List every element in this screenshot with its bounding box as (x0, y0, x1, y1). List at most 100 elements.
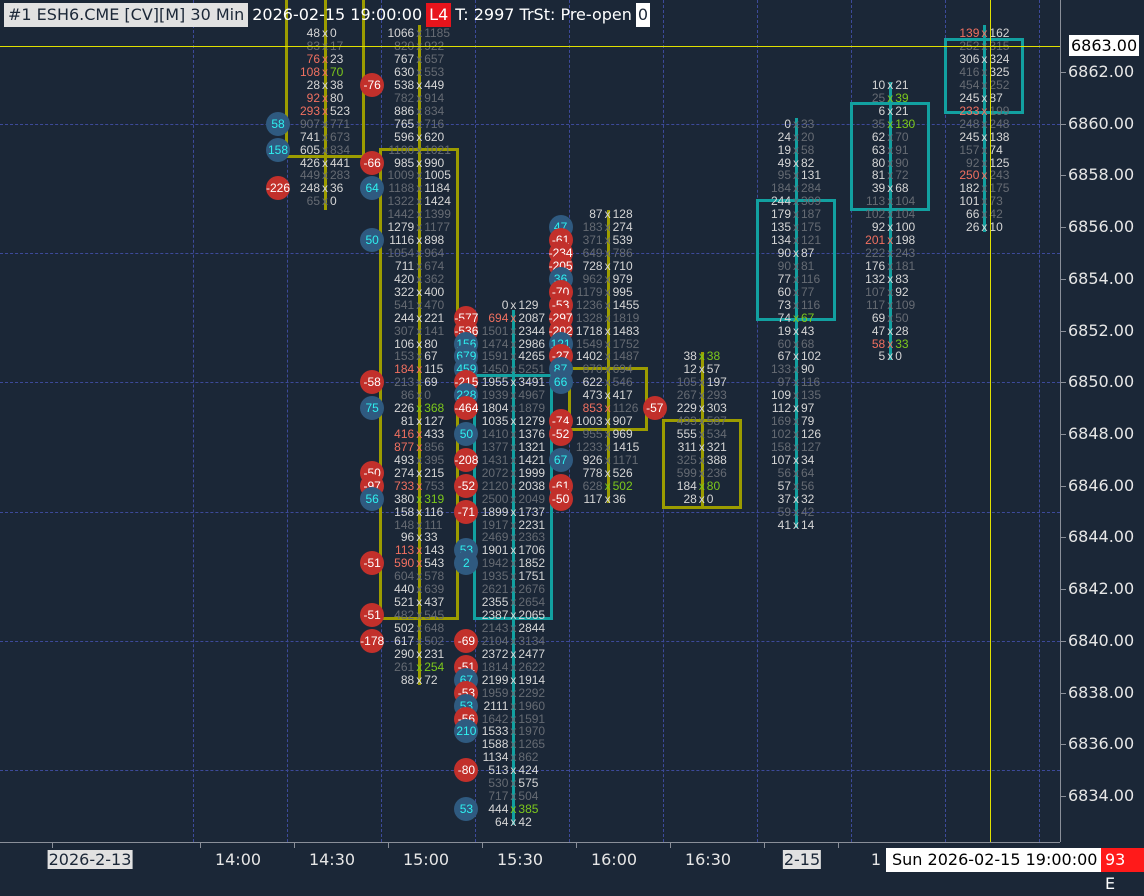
ask-volume: 104 (895, 194, 916, 209)
separator: x (793, 246, 799, 261)
bid-volume: 741 (299, 129, 320, 144)
delta-bubble[interactable]: -69 (454, 628, 479, 653)
delta-bubble[interactable]: -76 (360, 72, 385, 97)
delta-bubble[interactable]: 50 (454, 422, 479, 447)
ask-volume: 81 (801, 258, 815, 273)
separator: x (510, 478, 517, 493)
ask-volume: 2676 (518, 582, 546, 597)
ask-volume: 990 (424, 155, 445, 170)
delta-bubble[interactable]: -51 (360, 551, 385, 576)
ask-volume: 4967 (518, 388, 546, 403)
ask-volume: 319 (424, 491, 445, 506)
delta-bubble[interactable]: -58 (360, 370, 385, 395)
delta-bubble[interactable]: 58 (266, 111, 290, 136)
bid-volume: 426 (299, 155, 320, 170)
delta-bubble[interactable]: -178 (360, 628, 384, 653)
delta-bubble[interactable]: -66 (360, 150, 385, 175)
delta-bubble[interactable]: -51 (360, 603, 385, 628)
separator: x (416, 491, 423, 506)
separator: x (793, 349, 799, 364)
delta-bubble[interactable]: 67 (548, 447, 573, 472)
ask-volume: 33 (801, 116, 815, 131)
separator: x (510, 659, 517, 674)
header-counter: 0 (635, 3, 651, 27)
bid-volume: 1642 (481, 711, 509, 726)
candle-wick (700, 352, 704, 510)
footprint-chart[interactable]: 48x083x1776x23108x7028x3892x80293x523907… (0, 0, 1060, 842)
price-label: 6848.00 (1068, 424, 1135, 444)
delta-bubble[interactable]: -50 (548, 486, 573, 511)
separator: x (887, 349, 894, 364)
delta-bubble[interactable]: -71 (454, 499, 479, 524)
delta-bubble[interactable]: -464 (454, 396, 478, 421)
separator: x (887, 142, 894, 157)
ask-volume: 115 (424, 362, 444, 377)
delta-bubble[interactable]: 56 (360, 486, 385, 511)
delta-bubble[interactable]: 66 (548, 370, 573, 395)
bid-volume: 25 (871, 90, 886, 105)
separator: x (698, 401, 705, 416)
separator: x (416, 595, 423, 610)
candle-body (661, 419, 742, 510)
delta-value: -76 (363, 77, 381, 92)
ask-volume: 175 (989, 181, 1010, 196)
ask-volume: 254 (424, 659, 445, 674)
delta-bubble[interactable]: 75 (360, 396, 385, 421)
delta-bubble[interactable]: 2 (454, 551, 479, 576)
header-datetime: 2026-02-15 19:00:00 (252, 5, 423, 24)
separator: x (322, 142, 328, 157)
delta-value: 50 (459, 427, 474, 442)
ask-volume: 1415 (612, 439, 640, 454)
separator: x (887, 155, 894, 170)
bid-volume: 169 (770, 414, 791, 429)
grid-line-horizontal (0, 382, 1060, 384)
ask-volume: 175 (801, 220, 822, 235)
candle-wick (512, 309, 516, 826)
bid-volume: 24 (777, 129, 791, 144)
bid-volume: 877 (394, 439, 415, 454)
ask-volume: 1970 (518, 724, 546, 739)
bid-volume: 1533 (481, 724, 509, 739)
delta-bubble[interactable]: 50 (360, 228, 385, 253)
ask-volume: 2654 (518, 595, 546, 610)
delta-value: 56 (365, 491, 379, 506)
ask-volume: 400 (424, 284, 445, 299)
instrument-label[interactable]: #1 ESH6.CME [CV][M] 30 Min (4, 3, 249, 27)
bid-volume: 92 (966, 155, 980, 170)
delta-bubble[interactable]: -226 (266, 176, 290, 201)
delta-value: 66 (553, 375, 568, 390)
separator: x (416, 90, 423, 105)
delta-bubble[interactable]: -208 (454, 447, 478, 472)
delta-bubble[interactable]: 53 (454, 797, 479, 821)
bid-volume: 64 (495, 814, 509, 829)
separator: x (510, 336, 517, 351)
delta-bubble[interactable]: -57 (642, 396, 667, 421)
separator: x (510, 439, 517, 454)
delta-bubble[interactable]: 64 (360, 176, 385, 201)
delta-bubble[interactable]: -80 (454, 758, 479, 783)
separator: x (604, 323, 611, 338)
price-axis[interactable]: 6863.00 6862.00 6860.00 6858.00 6856.00 6854… (1060, 0, 1144, 842)
separator: x (793, 362, 799, 377)
price-label: 6844.00 (1068, 527, 1135, 547)
separator: x (793, 401, 799, 416)
separator: x (416, 207, 423, 222)
ask-volume: 56 (801, 478, 815, 493)
delta-bubble[interactable]: -52 (454, 473, 479, 498)
bid-volume: 1003 (575, 414, 603, 429)
separator: x (416, 336, 423, 351)
delta-bubble[interactable]: 210 (454, 719, 479, 744)
delta-bubble[interactable]: 158 (266, 137, 290, 162)
ask-volume: 834 (330, 142, 351, 157)
bid-volume: 90 (777, 258, 791, 273)
ask-volume: 1021 (424, 142, 451, 157)
ask-volume: 898 (424, 233, 445, 248)
separator: x (510, 452, 517, 467)
separator: x (981, 26, 988, 41)
ask-volume: 1706 (518, 543, 546, 558)
ask-volume: 1487 (612, 349, 640, 364)
bid-volume: 1935 (481, 569, 509, 584)
time-axis[interactable]: 2026-2-13 14:00 14:30 15:00 15:30 16:00 16:30 2… (0, 842, 1060, 876)
time-label: 15:30 (496, 850, 544, 869)
delta-bubble[interactable]: -52 (548, 422, 573, 447)
